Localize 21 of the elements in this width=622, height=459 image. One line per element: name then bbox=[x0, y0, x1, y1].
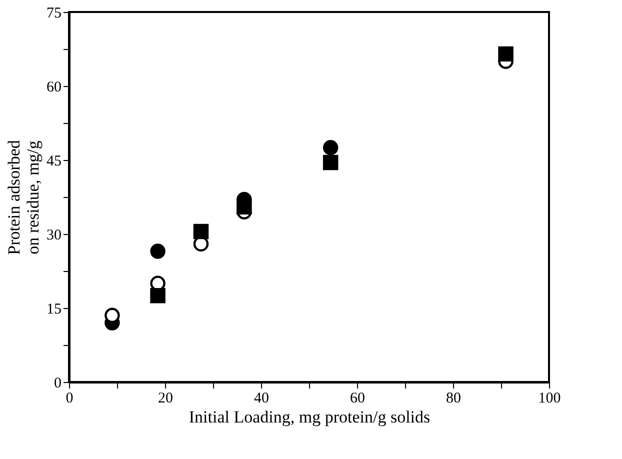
y-axis-title: Protein adsorbed on residue, mg/g bbox=[4, 140, 42, 255]
y-tick-label: 30 bbox=[46, 228, 62, 244]
x-axis-title: Initial Loading, mg protein/g solids bbox=[188, 408, 430, 426]
point bbox=[150, 244, 166, 259]
y-tick-label: 45 bbox=[46, 154, 62, 170]
x-tick-label: 100 bbox=[538, 390, 561, 406]
point bbox=[150, 288, 166, 304]
point bbox=[236, 199, 252, 214]
point bbox=[498, 46, 514, 62]
y-tick-label: 75 bbox=[46, 6, 62, 22]
x-tick-label: 0 bbox=[66, 390, 74, 406]
point bbox=[322, 140, 338, 156]
x-tick-label: 40 bbox=[254, 390, 269, 406]
y-tick-label: 15 bbox=[46, 302, 62, 318]
x-tick-label: 60 bbox=[350, 390, 365, 406]
y-tick-label: 0 bbox=[54, 376, 62, 392]
y-tick-label: 60 bbox=[46, 80, 62, 96]
x-tick-label: 20 bbox=[158, 390, 173, 406]
point bbox=[322, 154, 338, 170]
x-tick-label: 80 bbox=[446, 390, 461, 406]
point bbox=[193, 224, 209, 240]
